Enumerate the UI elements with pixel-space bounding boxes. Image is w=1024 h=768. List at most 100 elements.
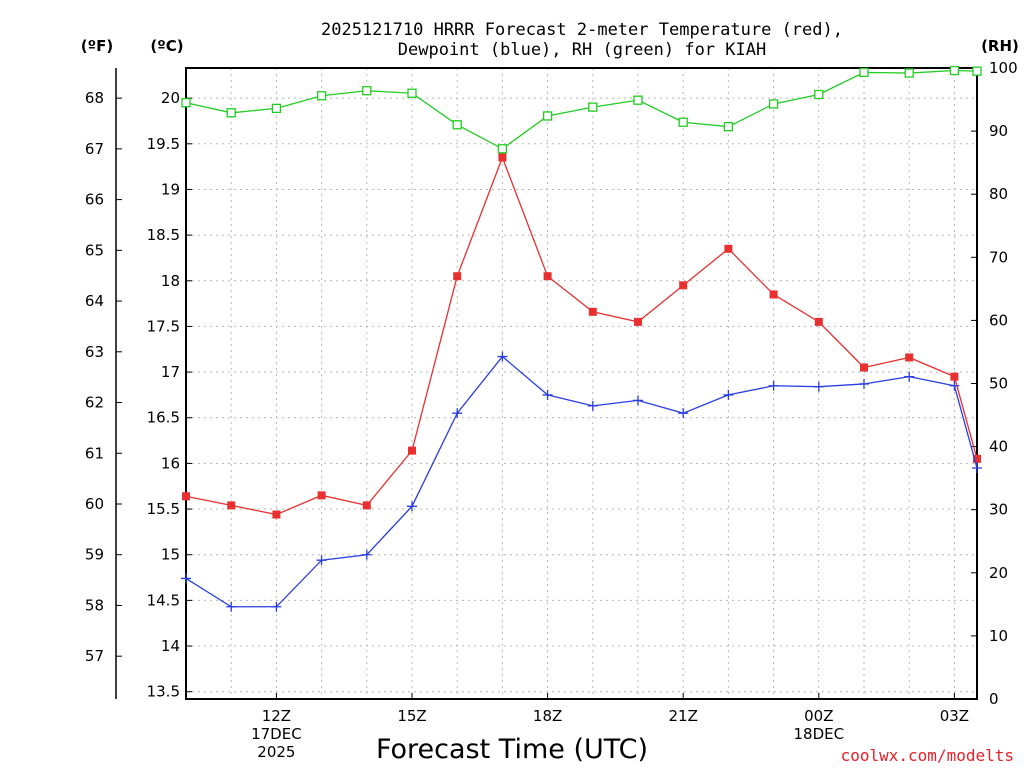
x-tick-label: 18Z	[533, 707, 562, 725]
rh-point	[633, 95, 643, 105]
temperature-point	[362, 501, 371, 510]
rh-point	[949, 65, 960, 76]
fahrenheit-tick-label: 68	[85, 89, 104, 107]
celsius-tick-label: 19	[161, 180, 180, 198]
temperature-point	[860, 363, 868, 372]
rh-point	[768, 99, 779, 109]
rh-point	[678, 117, 688, 127]
rh-point	[362, 86, 372, 96]
x-axis-label: Forecast Time (UTC)	[376, 734, 648, 765]
dewpoint-line	[185, 355, 978, 608]
fahrenheit-tick-label: 62	[85, 394, 104, 412]
rh-point	[181, 98, 191, 108]
chart-title-line-2: Dewpoint (blue), RH (green) for KIAH	[398, 40, 766, 60]
rh-point	[497, 144, 508, 154]
temperature-point	[408, 446, 416, 455]
rh-tick-label: 60	[989, 311, 1008, 329]
celsius-tick-label: 15	[161, 546, 180, 564]
dewpoint-point	[497, 351, 508, 362]
rh-point	[542, 111, 553, 121]
rh-tick-label: 40	[989, 438, 1008, 456]
rh-tick-label: 100	[989, 59, 1018, 77]
temperature-point	[317, 491, 326, 500]
dewpoint-point	[723, 389, 734, 400]
rh-point	[859, 67, 869, 78]
x-tick-label: 2025	[257, 743, 295, 761]
rh-point	[814, 89, 824, 100]
dewpoint-point	[949, 380, 960, 391]
rh-point	[316, 91, 327, 101]
dewpoint-point	[678, 408, 689, 419]
axes: 13.5 14 14.5 15 15.5 16 16.5 17 17.5 18 18.5 19 19.5…	[85, 59, 1018, 761]
rh-point	[407, 88, 417, 98]
celsius-tick-label: 19.5	[147, 135, 180, 153]
plot-frame	[185, 67, 978, 700]
x-tick-label: 15Z	[397, 707, 426, 725]
fahrenheit-tick-label: 60	[85, 495, 104, 513]
rh-point	[588, 102, 598, 112]
temperature-point	[724, 244, 733, 253]
temperature-point	[588, 307, 597, 316]
rh-line	[185, 69, 978, 150]
temperature-point	[498, 153, 507, 162]
temperature-point	[634, 317, 642, 326]
temperature-point	[905, 353, 914, 362]
dewpoint-point	[271, 601, 282, 612]
temperature-point	[769, 290, 778, 299]
dewpoint-point	[407, 501, 417, 512]
data-series	[181, 65, 982, 612]
x-tick-label: 12Z	[262, 707, 291, 725]
rh-point	[452, 120, 462, 130]
chart-title-line-1: 2025121710 HRRR Forecast 2-meter Tempera…	[321, 20, 843, 40]
rh-tick-label: 30	[989, 501, 1008, 519]
temperature-point	[973, 454, 981, 463]
fahrenheit-tick-label: 59	[85, 546, 104, 564]
fahrenheit-tick-label: 67	[85, 140, 104, 158]
fahrenheit-unit-label: (ºF)	[81, 37, 113, 55]
rh-tick-label: 20	[989, 564, 1008, 582]
dewpoint-point	[904, 371, 915, 382]
rh-point	[271, 103, 282, 114]
grid-lines	[186, 68, 977, 699]
temperature-point	[272, 510, 281, 519]
celsius-tick-label: 14.5	[147, 591, 180, 609]
x-tick-label: 18DEC	[794, 725, 845, 743]
temperature-point	[227, 501, 236, 510]
fahrenheit-tick-label: 66	[85, 191, 104, 209]
dewpoint-point	[542, 389, 553, 400]
celsius-unit-label: (ºC)	[150, 37, 183, 55]
dewpoint-point	[361, 549, 372, 560]
fahrenheit-tick-label: 63	[85, 343, 104, 361]
celsius-tick-label: 18	[161, 272, 180, 290]
rh-point	[972, 66, 982, 76]
temperature-line	[185, 155, 978, 516]
temperature-point	[543, 272, 552, 281]
celsius-tick-label: 14	[161, 637, 180, 655]
fahrenheit-tick-label: 57	[85, 647, 104, 665]
celsius-tick-label: 20	[161, 89, 180, 107]
rh-unit-label: (RH)	[981, 37, 1019, 55]
dewpoint-point	[859, 378, 869, 389]
dewpoint-point	[587, 400, 598, 411]
temperature-point	[453, 272, 462, 281]
temperature-point	[679, 281, 688, 290]
dewpoint-point	[316, 555, 327, 566]
rh-tick-label: 80	[989, 185, 1008, 203]
celsius-tick-label: 13.5	[147, 683, 180, 701]
fahrenheit-tick-label: 65	[85, 241, 104, 259]
rh-point	[723, 122, 734, 132]
fahrenheit-tick-label: 64	[85, 292, 104, 310]
rh-tick-label: 70	[989, 248, 1008, 266]
temperature-point	[182, 492, 190, 501]
dewpoint-point	[813, 381, 824, 392]
rh-tick-label: 50	[989, 375, 1008, 393]
dewpoint-point	[181, 573, 191, 584]
x-tick-label: 00Z	[804, 707, 833, 725]
rh-tick-label: 0	[989, 690, 999, 708]
credit-label: coolwx.com/modelts	[841, 746, 1014, 765]
celsius-tick-label: 15.5	[147, 500, 180, 518]
dewpoint-point	[768, 380, 779, 391]
rh-point	[904, 68, 914, 78]
dewpoint-point	[972, 462, 982, 473]
